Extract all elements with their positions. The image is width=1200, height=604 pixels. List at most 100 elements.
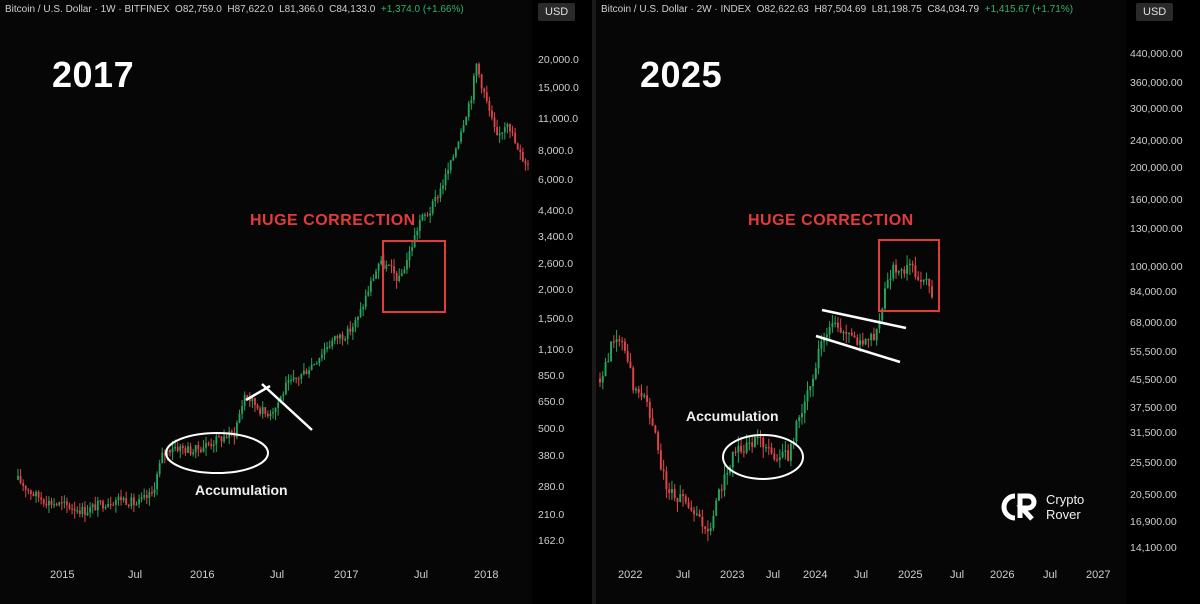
candle [889, 270, 892, 290]
candle [434, 189, 437, 207]
candle [385, 260, 388, 272]
candle [823, 332, 826, 352]
y-tick-label: 162.0 [538, 535, 565, 548]
price-chart-right[interactable] [596, 0, 1200, 604]
candle [429, 206, 432, 224]
candle [310, 357, 313, 371]
candle [444, 168, 447, 191]
candle [233, 427, 236, 445]
candle [104, 504, 107, 510]
candle [248, 392, 251, 407]
chart-panel-2025: 440,000.00 360,000.00 300,000.00 240,000.00… [596, 0, 1200, 604]
candle [698, 509, 701, 518]
candle [521, 147, 524, 162]
correction-box [382, 240, 446, 313]
y-axis-left [532, 0, 592, 604]
candle [670, 480, 673, 501]
candle [612, 335, 615, 349]
candle [66, 497, 68, 514]
candle [436, 194, 439, 204]
candle [272, 407, 274, 419]
candle [122, 496, 125, 503]
y-tick-label: 3,400.0 [538, 230, 574, 243]
candle [367, 285, 370, 297]
candle [850, 328, 853, 337]
candle [493, 112, 496, 133]
candle [626, 343, 629, 364]
y-tick-label: 16,900.00 [1130, 516, 1177, 529]
candle [621, 337, 624, 351]
candle [17, 468, 19, 481]
candle [872, 327, 875, 341]
candle [223, 429, 225, 444]
channel-line-upper [821, 308, 907, 330]
candle [431, 198, 434, 216]
candle [42, 498, 45, 507]
candle [372, 274, 375, 282]
y-tick-label: 850.0 [538, 369, 565, 382]
candle [842, 330, 845, 341]
currency-button-left[interactable]: USD [538, 3, 576, 21]
candle [856, 334, 859, 346]
candle [60, 496, 63, 511]
accumulation-label-left: Accumulation [195, 482, 288, 498]
candle [527, 160, 529, 171]
candle [514, 127, 517, 144]
candle [931, 279, 933, 299]
candle [418, 214, 421, 239]
candle [731, 451, 734, 478]
candle [107, 498, 110, 508]
candle [895, 259, 898, 279]
x-tick-label: 2025 [898, 569, 923, 581]
candle [673, 484, 676, 502]
candle [803, 394, 806, 424]
x-tick-label: 2024 [803, 569, 828, 581]
candle [133, 493, 135, 512]
y-tick-label: 280.0 [538, 480, 565, 493]
x-tick-label: 2015 [50, 569, 75, 581]
candle [207, 441, 210, 447]
y-tick-label: 25,500.00 [1130, 457, 1177, 470]
candle [84, 501, 86, 523]
candle [480, 73, 483, 94]
candle [839, 318, 842, 334]
candle [287, 374, 290, 391]
candle [875, 328, 878, 346]
candle [701, 509, 704, 534]
candle [491, 105, 493, 121]
y-tick-label: 20,500.00 [1130, 488, 1177, 501]
candle [506, 122, 509, 134]
candle [50, 497, 53, 509]
candle [55, 502, 58, 507]
candle [290, 374, 292, 385]
y-tick-label: 440,000.00 [1130, 48, 1183, 61]
currency-button-right[interactable]: USD [1136, 3, 1174, 21]
candle [81, 502, 84, 518]
candle [321, 348, 323, 362]
y-tick-label: 160,000.00 [1130, 193, 1183, 206]
candle [892, 261, 895, 282]
candle [668, 482, 671, 500]
candle [424, 212, 426, 221]
candle [411, 240, 413, 257]
candle [215, 433, 218, 453]
candle [870, 332, 873, 347]
candle [911, 260, 914, 273]
candle [519, 144, 522, 160]
correction-box [878, 239, 940, 312]
candle [442, 179, 444, 195]
candle [682, 489, 684, 507]
candle [295, 377, 298, 384]
candle [831, 315, 834, 333]
candle [197, 441, 200, 457]
price-chart-left[interactable] [0, 0, 592, 604]
candle [712, 510, 715, 531]
candle [375, 268, 377, 280]
candle [163, 449, 166, 464]
candle [470, 95, 473, 110]
y-tick-label: 210.0 [538, 509, 565, 522]
candle [408, 246, 411, 268]
candle [380, 255, 383, 266]
candle [806, 381, 809, 411]
candle [169, 448, 171, 457]
